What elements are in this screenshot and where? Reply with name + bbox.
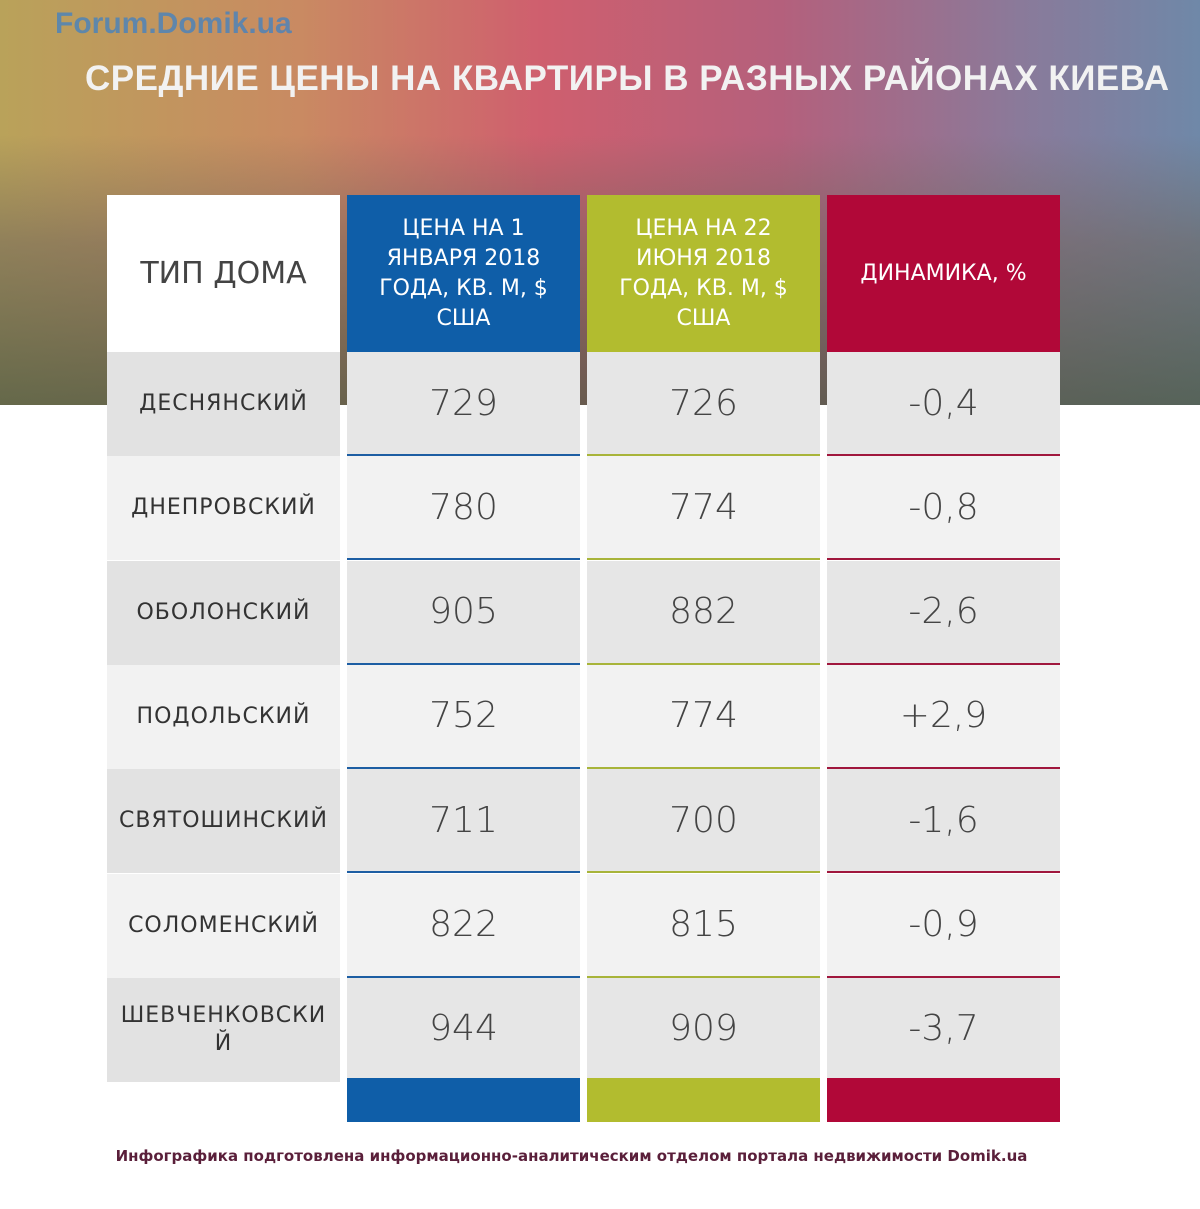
- table-cell-dyn: -3,7: [827, 977, 1060, 1082]
- table-cell-dyn: -1,6: [827, 769, 1060, 874]
- table-cell-name: СВЯТОШИНСКИЙ: [107, 769, 340, 874]
- table-cell-jan: 711: [347, 769, 580, 874]
- footer-bar-blue: [347, 1078, 580, 1122]
- table-cell-dyn: -2,6: [827, 560, 1060, 665]
- table-cell-jun: 909: [587, 977, 820, 1082]
- table-cell-jun: 774: [587, 456, 820, 561]
- table-cell-jan: 780: [347, 456, 580, 561]
- table-cell-name: ОБОЛОНСКИЙ: [107, 560, 340, 665]
- table-cell-dyn: -0,9: [827, 873, 1060, 978]
- table-cell-name: ДЕСНЯНСКИЙ: [107, 352, 340, 456]
- table-cell-name: ПОДОЛЬСКИЙ: [107, 664, 340, 769]
- header-house-type: ТИП ДОМА: [107, 195, 340, 352]
- table-cell-jan: 905: [347, 560, 580, 665]
- table-cell-jan: 944: [347, 977, 580, 1082]
- watermark-logo: Forum.Domik.ua: [55, 7, 292, 40]
- table-cell-jun: 774: [587, 664, 820, 769]
- footer-bar-green: [587, 1078, 820, 1122]
- table-cell-jun: 726: [587, 352, 820, 456]
- header-dynamics: ДИНАМИКА, %: [827, 195, 1060, 352]
- table-cell-jan: 752: [347, 664, 580, 769]
- table-cell-jun: 815: [587, 873, 820, 978]
- footer-bar-red: [827, 1078, 1060, 1122]
- table-cell-dyn: +2,9: [827, 664, 1060, 769]
- table-cell-name: СОЛОМЕНСКИЙ: [107, 873, 340, 978]
- table-cell-jun: 700: [587, 769, 820, 874]
- table-cell-name: ШЕВЧЕНКОВСКИЙ: [107, 977, 340, 1082]
- table-cell-jun: 882: [587, 560, 820, 665]
- table-cell-jan: 822: [347, 873, 580, 978]
- header-price-jun: ЦЕНА НА 22 ИЮНЯ 2018 ГОДА, КВ. М, $ США: [587, 195, 820, 352]
- header-price-jan: ЦЕНА НА 1 ЯНВАРЯ 2018 ГОДА, КВ. М, $ США: [347, 195, 580, 352]
- footer-note: Инфографика подготовлена информационно-а…: [115, 1147, 1028, 1165]
- table-cell-dyn: -0,4: [827, 352, 1060, 456]
- table-cell-name: ДНЕПРОВСКИЙ: [107, 456, 340, 561]
- page-title: СРЕДНИЕ ЦЕНЫ НА КВАРТИРЫ В РАЗНЫХ РАЙОНА…: [85, 59, 1170, 98]
- table-cell-dyn: -0,8: [827, 456, 1060, 561]
- table-cell-jan: 729: [347, 352, 580, 456]
